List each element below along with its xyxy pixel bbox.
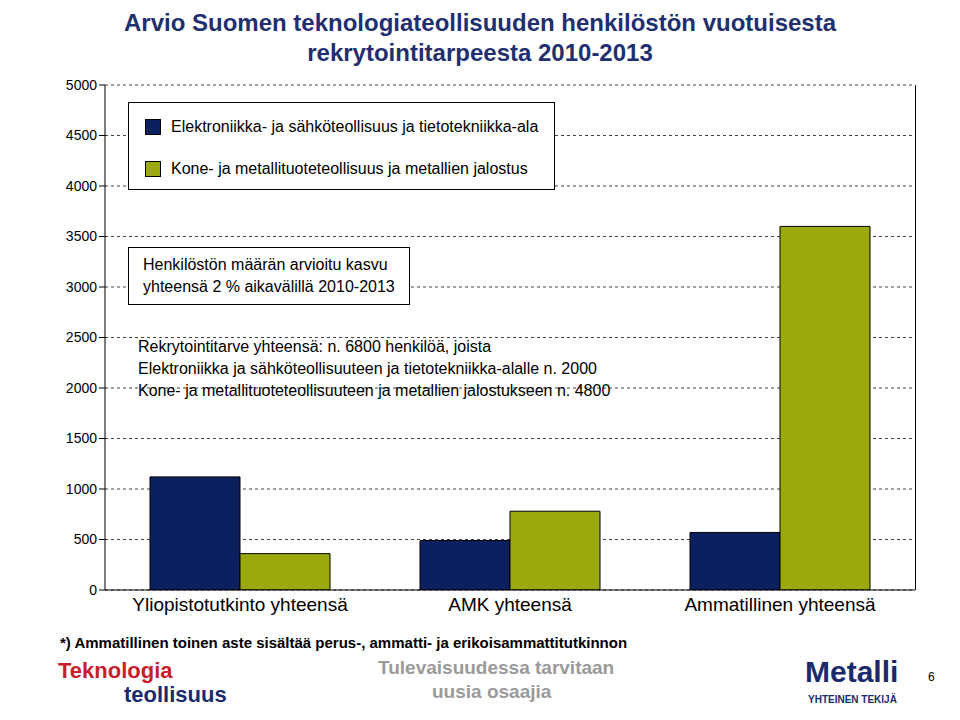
html-text:Elektroniikka- ja sähköteollis: Elektroniikka- ja sähköteollisuus ja tie… <box>171 118 539 135</box>
svg-text:Ammatillinen yhteensä: Ammatillinen yhteensä <box>684 594 876 615</box>
svg-text:2500: 2500 <box>66 329 97 345</box>
svg-text:Yliopistotutkinto yhteensä: Yliopistotutkinto yhteensä <box>132 594 348 615</box>
html-text:6: 6 <box>928 670 935 684</box>
html-text:Rekrytointitarve yhteensä: n.: Rekrytointitarve yhteensä: n. 6800 henki… <box>138 338 492 355</box>
html-text:yhteensä 2 % aikavälillä 2010-: yhteensä 2 % aikavälillä 2010-2013 <box>143 278 395 295</box>
svg-text:500: 500 <box>74 531 98 547</box>
html-text:Kone- ja metallituoteteollisuu: Kone- ja metallituoteteollisuuteen ja me… <box>138 382 611 399</box>
svg-text:3000: 3000 <box>66 279 97 295</box>
svg-text:4500: 4500 <box>66 127 97 143</box>
html-text:YHTEINEN TEKIJÄ: YHTEINEN TEKIJÄ <box>808 694 897 705</box>
svg-text:2000: 2000 <box>66 380 97 396</box>
svg-text:0: 0 <box>89 582 97 598</box>
svg-text:1500: 1500 <box>66 430 97 446</box>
html-text:Teknologia: Teknologia <box>58 658 173 683</box>
html-text:teollisuus: teollisuus <box>124 682 227 707</box>
svg-text:5000: 5000 <box>66 77 97 93</box>
html-text:*) Ammatillinen toinen aste si: *) Ammatillinen toinen aste sisältää per… <box>60 634 628 651</box>
svg-text:1000: 1000 <box>66 481 97 497</box>
html-text:Tulevaisuudessa tarvitaan: Tulevaisuudessa tarvitaan <box>378 657 615 678</box>
html-text:Kone- ja metallituoteteollisuu: Kone- ja metallituoteteollisuus ja metal… <box>171 160 528 177</box>
svg-text:4000: 4000 <box>66 178 97 194</box>
html-text:Henkilöstön määrän arvioitu ka: Henkilöstön määrän arvioitu kasvu <box>143 256 388 273</box>
html-text:Elektroniikka ja sähköteollisu: Elektroniikka ja sähköteollisuuteen ja t… <box>138 360 597 377</box>
html-text:uusia osaajia: uusia osaajia <box>432 681 552 702</box>
html-text:Metalli: Metalli <box>805 655 899 688</box>
svg-text:3500: 3500 <box>66 228 97 244</box>
svg-text:AMK yhteensä: AMK yhteensä <box>448 594 572 615</box>
html-text:Arvio Suomen teknologiateollis: Arvio Suomen teknologiateollisuuden henk… <box>124 9 836 66</box>
